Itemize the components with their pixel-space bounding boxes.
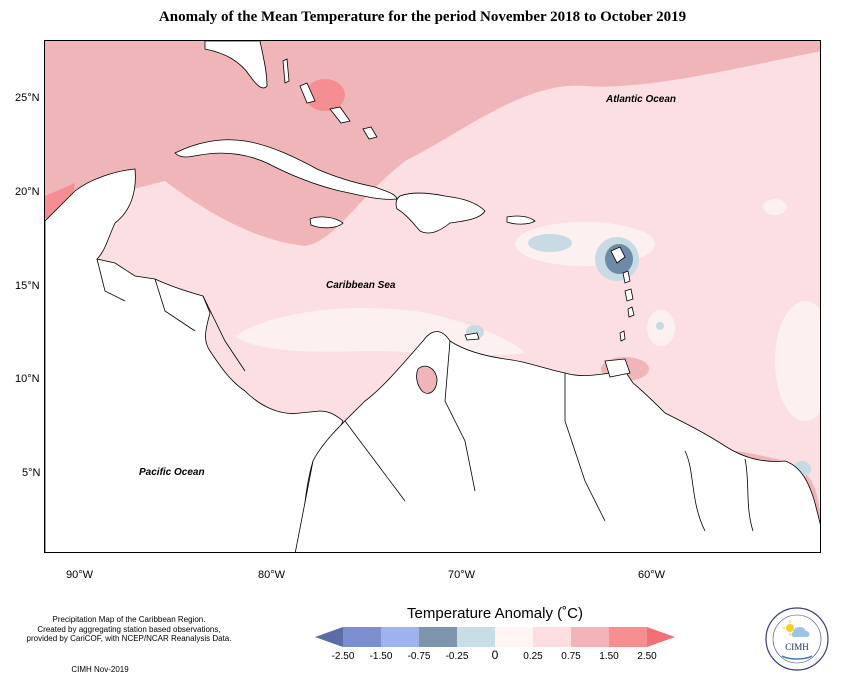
label-atlantic-ocean: Atlantic Ocean: [606, 94, 677, 105]
border-sa-3: [564, 373, 606, 522]
lon-tick-70: 70°W: [448, 569, 476, 581]
land-curacao: [464, 332, 480, 341]
legend-tick-label: 1.50: [599, 651, 619, 662]
anomaly-map: [45, 41, 820, 552]
legend-tick-label: 0.75: [561, 651, 581, 662]
lat-tick-20: 20°N: [15, 186, 40, 198]
legend-tick-label: 2.50: [637, 651, 657, 662]
legend-swatch: [343, 627, 381, 647]
border-sa-1: [444, 340, 476, 492]
land-florida: [204, 41, 268, 89]
land-masses: [45, 41, 820, 552]
land-grenada: [619, 330, 626, 342]
map-panel: Atlantic Ocean Caribbean Sea Pacific Oce…: [44, 40, 821, 553]
legend-tick-label: 0.25: [523, 651, 543, 662]
legend-swatch: [533, 627, 571, 647]
lat-tick-15: 15°N: [15, 280, 40, 292]
legend-swatch: [495, 627, 533, 647]
border-ca-1: [96, 258, 126, 302]
land-jamaica: [309, 216, 344, 229]
land-bahamas-3: [329, 106, 351, 124]
land-dominica: [622, 270, 631, 284]
anomaly-cool-barbados: [656, 322, 664, 330]
lat-tick-10: 10°N: [15, 373, 40, 385]
legend-swatch: [457, 627, 495, 647]
land-guadeloupe: [610, 246, 626, 264]
land-puerto-rico: [506, 215, 536, 225]
land-bahamas-1: [282, 58, 290, 84]
lon-tick-90: 90°W: [66, 569, 94, 581]
lake-maracaibo: [416, 365, 438, 394]
footer-line-2: Created by aggregating station based obs…: [37, 624, 221, 634]
legend-tick-label: -0.25: [446, 651, 469, 662]
anomaly-neutral-east: [775, 301, 820, 421]
land-st-lucia: [627, 306, 635, 318]
land-hispaniola: [395, 192, 486, 234]
legend-swatch: [419, 627, 457, 647]
lat-tick-5: 5°N: [22, 467, 41, 479]
logo-text: CIMH: [785, 642, 809, 652]
land-trinidad: [604, 358, 631, 378]
footer-line-1: Precipitation Map of the Caribbean Regio…: [52, 615, 206, 624]
land-martinique: [624, 288, 634, 302]
border-ca-3: [202, 295, 246, 372]
legend-swatch: [609, 627, 647, 647]
label-pacific-ocean: Pacific Ocean: [139, 467, 205, 478]
lat-tick-25: 25°N: [15, 92, 40, 104]
legend-tick-label: 0: [492, 648, 499, 662]
legend-swatch: [647, 627, 675, 647]
border-guyana: [684, 450, 706, 532]
footer-line-3: provided by CariCOF, with NCEP/NCAR Rean…: [26, 634, 232, 643]
legend-tick-label: -1.50: [370, 651, 393, 662]
border-suriname: [744, 458, 754, 532]
legend-swatch: [315, 627, 343, 647]
anomaly-neutral-small: [763, 199, 787, 215]
map-title: Anomaly of the Mean Temperature for the …: [158, 9, 687, 25]
land-bahamas-4: [362, 126, 378, 140]
lon-tick-80: 80°W: [258, 569, 286, 581]
footer-description: Precipitation Map of the Caribbean Regio…: [4, 615, 254, 644]
label-caribbean-sea: Caribbean Sea: [326, 280, 396, 291]
border-ca-2: [154, 278, 196, 332]
border-sa-2: [344, 420, 406, 502]
anomaly-cool-lesser: [528, 234, 572, 252]
cimh-logo: CIMH: [765, 607, 829, 671]
footer-credit: CIMH Nov-2019: [71, 665, 129, 674]
legend-swatch: [571, 627, 609, 647]
legend-tick-label: -0.75: [408, 651, 431, 662]
legend-title: Temperature Anomaly (˚C): [407, 605, 583, 622]
anomaly-hot-bahamas: [305, 79, 345, 111]
anomaly-warm-north: [45, 41, 820, 246]
lon-tick-60: 60°W: [638, 569, 666, 581]
legend-swatch: [381, 627, 419, 647]
legend-tick-label: -2.50: [332, 651, 355, 662]
land-bahamas-2: [299, 82, 316, 104]
